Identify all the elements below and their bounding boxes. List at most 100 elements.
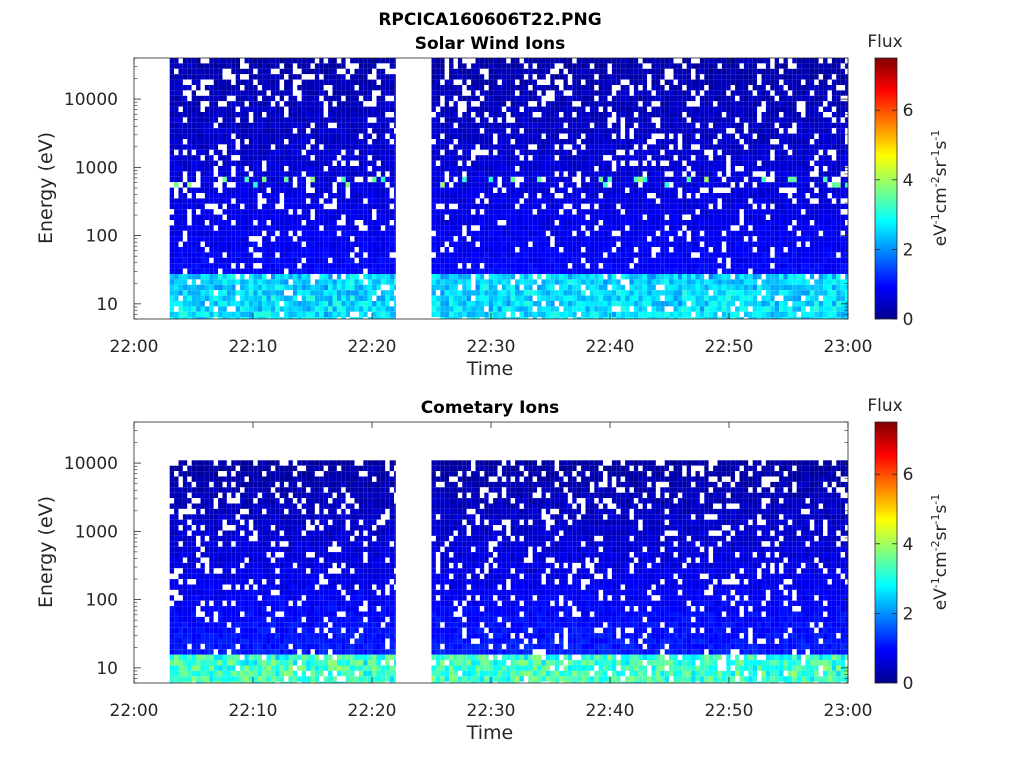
heatmap-cell [323, 176, 329, 183]
heatmap-cell [253, 209, 258, 215]
heatmap-cell [457, 149, 463, 156]
heatmap-cell [603, 128, 608, 134]
heatmap-cell [257, 95, 263, 102]
heatmap-cell [372, 106, 377, 112]
heatmap-cell [466, 106, 472, 112]
heatmap-cell [204, 133, 210, 139]
heatmap-cell [625, 176, 630, 183]
heatmap-cell [209, 257, 214, 264]
heatmap-cell [611, 214, 617, 220]
heatmap-cell [332, 247, 337, 253]
heatmap-cell [462, 160, 467, 166]
heatmap-cell [380, 166, 386, 172]
heatmap-cell [576, 187, 582, 193]
heatmap-cell [389, 284, 395, 291]
heatmap-cell [262, 155, 267, 161]
heatmap-cell [284, 209, 289, 215]
heatmap-cell [345, 290, 351, 296]
heatmap-cell [572, 274, 577, 280]
heatmap-cell [266, 106, 271, 112]
heatmap-cell [607, 85, 612, 91]
heatmap-cell [567, 306, 573, 312]
heatmap-cell [457, 209, 463, 215]
heatmap-cell [515, 257, 520, 264]
heatmap-cell [453, 236, 458, 242]
heatmap-cell [376, 74, 381, 80]
heatmap-cell [341, 160, 346, 166]
heatmap-cell [466, 182, 472, 188]
heatmap-cell [226, 279, 232, 285]
heatmap-cell [240, 257, 245, 264]
heatmap-cell [471, 79, 476, 85]
heatmap-cell [453, 257, 458, 264]
heatmap-cell [231, 128, 236, 134]
heatmap-cell [345, 198, 351, 204]
heatmap-cell [292, 257, 298, 264]
heatmap-cell [479, 317, 485, 319]
heatmap-cell [462, 274, 467, 280]
heatmap-cell [638, 106, 643, 112]
heatmap-cell [519, 220, 524, 226]
heatmap-cell [257, 317, 263, 319]
heatmap-cell [484, 284, 489, 291]
heatmap-cell [567, 149, 573, 156]
heatmap-cell [341, 295, 346, 301]
heatmap-cell [332, 128, 337, 134]
heatmap-cell [453, 301, 458, 307]
heatmap-cell [466, 198, 472, 204]
heatmap-cell [506, 317, 511, 319]
heatmap-cell [457, 198, 463, 204]
heatmap-cell [647, 263, 652, 269]
heatmap-cell [550, 187, 555, 193]
heatmap-cell [394, 133, 396, 139]
heatmap-cell [301, 236, 307, 242]
heatmap-cell [497, 301, 502, 307]
heatmap-cell [244, 155, 249, 161]
heatmap-cell [545, 79, 551, 85]
heatmap-cell [196, 203, 201, 210]
heatmap-cell [598, 295, 604, 301]
heatmap-cell [589, 176, 595, 183]
heatmap-cell [501, 101, 507, 107]
heatmap-cell [380, 203, 386, 210]
heatmap-cell [319, 128, 324, 134]
heatmap-cell [501, 182, 507, 188]
heatmap-cell [262, 166, 267, 172]
heatmap-cell [607, 230, 612, 237]
heatmap-cell [367, 101, 373, 107]
heatmap-cell [611, 85, 617, 91]
heatmap-cell [222, 68, 227, 75]
heatmap-cell [297, 247, 302, 253]
heatmap-cell [638, 317, 643, 319]
heatmap-cell [594, 122, 599, 129]
heatmap-cell [523, 257, 529, 264]
heatmap-cell [182, 74, 188, 80]
heatmap-cell [332, 58, 337, 64]
heatmap-cell [435, 122, 441, 129]
heatmap-cell [319, 252, 324, 258]
heatmap-cell [213, 139, 219, 145]
heatmap-cell [493, 187, 498, 193]
heatmap-cell [270, 149, 276, 156]
heatmap-cell [319, 247, 324, 253]
heatmap-cell [248, 85, 254, 91]
heatmap-cell [431, 166, 436, 172]
heatmap-cell [554, 203, 560, 210]
heatmap-cell [528, 122, 533, 129]
heatmap-cell [266, 241, 271, 247]
heatmap-cell [200, 95, 205, 102]
heatmap-cell [515, 220, 520, 226]
heatmap-cell [616, 79, 621, 85]
heatmap-cell [541, 95, 546, 102]
heatmap-cell [559, 203, 564, 210]
heatmap-cell [541, 203, 546, 210]
heatmap-cell [493, 209, 498, 215]
heatmap-cell [501, 58, 507, 64]
heatmap-cell [471, 230, 476, 237]
heatmap-cell [466, 90, 472, 96]
heatmap-cell [501, 85, 507, 91]
heatmap-cell [449, 241, 454, 247]
heatmap-cell [532, 247, 538, 253]
heatmap-cell [501, 68, 507, 75]
heatmap-cell [336, 311, 342, 318]
